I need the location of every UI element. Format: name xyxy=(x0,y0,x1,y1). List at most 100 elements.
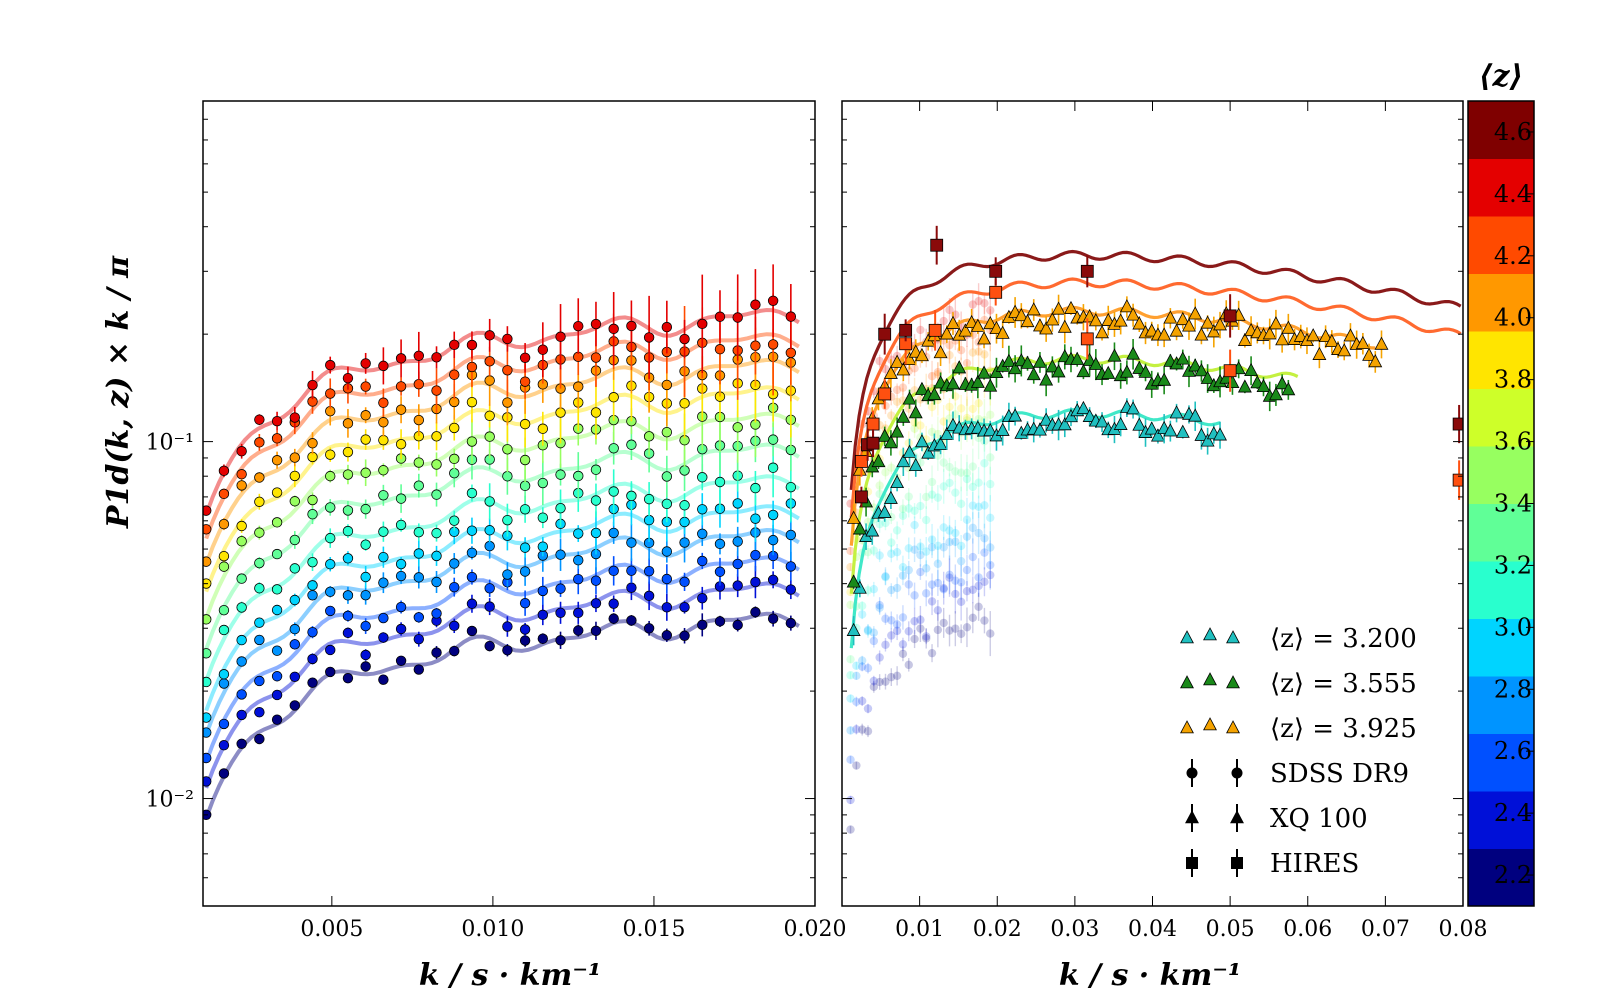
faint-data-point xyxy=(910,364,919,373)
right-data-points xyxy=(846,225,1463,646)
xq100-point xyxy=(1343,328,1358,342)
xq100-point xyxy=(1268,387,1283,401)
xq100-point xyxy=(877,428,892,442)
colorbar-label: ⟨z⟩ xyxy=(1479,59,1523,94)
x-tick-label: 0.020 xyxy=(784,917,847,942)
xq100-point xyxy=(946,315,960,329)
faint-data-point xyxy=(887,538,896,547)
x-tick-label: 0.02 xyxy=(973,917,1022,942)
data-point-z3.2 xyxy=(661,498,673,510)
data-point-z4.4 xyxy=(502,333,513,345)
data-point-z3.6 xyxy=(271,517,283,528)
x-tick-label: 0.08 xyxy=(1439,917,1488,942)
faint-data-point xyxy=(869,546,879,555)
x-tick-label: 0.06 xyxy=(1283,917,1332,942)
data-point-z3.4 xyxy=(236,573,247,584)
xq100-point xyxy=(1101,365,1116,379)
data-point-z3.8 xyxy=(484,410,495,421)
data-point-z2.2 xyxy=(608,613,619,624)
faint-data-point xyxy=(857,656,867,665)
xq100-point xyxy=(1088,313,1103,327)
left-x-axis-label: k / s · km⁻¹ xyxy=(419,958,601,993)
xq100-point xyxy=(1188,306,1203,320)
data-point-z3.4 xyxy=(342,505,354,516)
data-point-z3.8 xyxy=(360,434,371,445)
faint-data-point xyxy=(904,580,913,589)
data-point-z3.6 xyxy=(325,470,336,482)
faint-data-point xyxy=(980,299,989,308)
data-point-z3 xyxy=(325,559,336,570)
faint-data-point xyxy=(945,462,954,472)
data-point-z2.2 xyxy=(254,733,265,745)
xq100-point xyxy=(914,381,929,395)
hires-point xyxy=(899,323,913,337)
xq100-point xyxy=(1362,347,1377,361)
faint-data-point xyxy=(892,620,902,629)
data-point-z3.2 xyxy=(750,482,761,494)
xq100-point xyxy=(1057,417,1072,431)
faint-data-point xyxy=(962,532,972,541)
faint-data-point xyxy=(980,501,989,510)
faint-data-point xyxy=(951,467,960,476)
data-point-z4.4 xyxy=(449,339,460,351)
xq100-point xyxy=(883,490,898,504)
data-point-z2.4 xyxy=(750,576,761,588)
data-point-z2.4 xyxy=(590,598,602,609)
colorbar-tick-label: 2.6 xyxy=(1494,737,1532,765)
xq100-point xyxy=(1281,382,1296,396)
data-point-z3 xyxy=(643,514,655,526)
faint-data-point xyxy=(904,504,913,513)
faint-data-point xyxy=(945,351,954,360)
faint-data-point xyxy=(869,636,879,646)
data-point-z2.8 xyxy=(661,546,673,557)
data-point-z2.8 xyxy=(555,549,566,560)
model-curve-z2.8 xyxy=(204,527,800,736)
data-point-z2.4 xyxy=(254,707,265,718)
legend-label: ⟨z⟩ = 3.555 xyxy=(1270,669,1417,699)
xq100-point xyxy=(883,435,898,449)
data-point-z3.2 xyxy=(679,500,690,511)
xq100-point xyxy=(846,574,861,588)
data-point-z3.4 xyxy=(573,470,584,482)
faint-data-point xyxy=(869,585,879,594)
data-point-z3.6 xyxy=(360,467,371,478)
xq100-point xyxy=(1014,307,1029,322)
faint-data-point xyxy=(927,402,937,412)
faint-data-point xyxy=(875,677,884,687)
data-point-z2.8 xyxy=(785,529,797,541)
data-point-z3.2 xyxy=(502,514,513,526)
faint-data-point xyxy=(922,564,931,573)
colorbar-band xyxy=(1468,158,1534,217)
data-point-z4 xyxy=(342,418,354,429)
data-point-z4 xyxy=(289,452,301,463)
data-point-z2.6 xyxy=(661,573,673,585)
faint-data-point xyxy=(962,565,972,575)
faint-data-point xyxy=(869,682,879,692)
faint-data-point xyxy=(916,550,925,560)
xq100-point xyxy=(1039,412,1054,426)
faint-data-point xyxy=(881,572,890,582)
faint-data-point xyxy=(863,704,873,713)
data-point-z2.2 xyxy=(484,640,495,652)
hires-point xyxy=(878,327,892,341)
data-point-z3.6 xyxy=(236,536,247,547)
data-point-z4.4 xyxy=(484,330,495,341)
data-point-z2.8 xyxy=(271,645,283,656)
xq100-point xyxy=(1188,358,1203,372)
data-point-z4.4 xyxy=(697,318,708,330)
data-point-z2.8 xyxy=(378,577,389,588)
faint-data-point xyxy=(910,591,919,600)
data-point-z2.4 xyxy=(271,689,283,701)
xq100-point xyxy=(1175,311,1190,326)
model-curve-z2.4 xyxy=(204,581,800,789)
xq100-point xyxy=(933,344,948,359)
faint-data-point xyxy=(852,671,861,681)
xq100-point xyxy=(1051,364,1066,378)
xq100-point xyxy=(1020,355,1035,369)
xq100-point xyxy=(995,325,1010,339)
data-point-z3.4 xyxy=(431,489,442,500)
faint-data-point xyxy=(863,625,873,635)
data-point-z4.2 xyxy=(785,347,797,358)
data-point-z3 xyxy=(271,604,283,616)
faint-data-point xyxy=(933,541,943,550)
